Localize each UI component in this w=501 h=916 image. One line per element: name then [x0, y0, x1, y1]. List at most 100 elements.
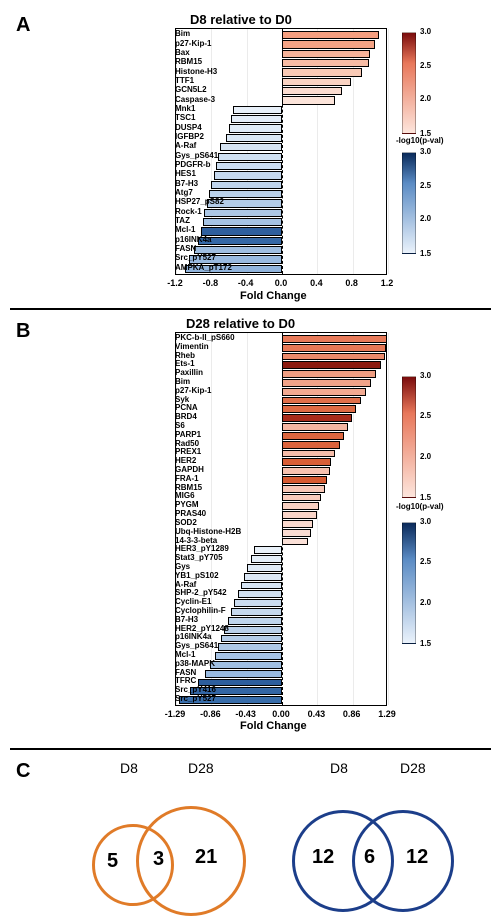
x-tick-label: 1.29 [378, 709, 396, 719]
bar-label: Src_pY527 [175, 694, 179, 703]
x-tick-label: 0.4 [310, 278, 323, 288]
venn-count-only-b: 21 [195, 846, 217, 869]
bar-label: Stat3_pY705 [175, 553, 179, 562]
bar [282, 511, 317, 519]
bar [218, 153, 282, 161]
bar-label: Mnk1 [175, 104, 179, 113]
panel-a-chart: D8 relative to D0 Fold Change -log10(p-v… [70, 14, 450, 299]
bar-label: 14-3-3-beta [175, 536, 179, 545]
bar [282, 494, 321, 502]
bar-label: p27-Kip-1 [175, 386, 179, 395]
panel-b-label: B [16, 320, 30, 343]
bar-label: RBM15 [175, 483, 179, 492]
bar [282, 414, 352, 422]
bar-label: Cyclophilin-F [175, 606, 179, 615]
bar-label: Gys_pS641 [175, 151, 179, 160]
bar [254, 546, 282, 554]
panel-c-label: C [16, 760, 30, 783]
colorbar-tick: 3.0 [420, 27, 431, 36]
bar [231, 115, 282, 123]
bar-label: FASN [175, 668, 179, 677]
x-tick-label: -0.8 [203, 278, 219, 288]
bar-label: Caspase-3 [175, 95, 179, 104]
bar-label: p16INK4a [175, 235, 179, 244]
bar [282, 405, 356, 413]
bar-label: PRAS40 [175, 509, 179, 518]
colorbar-tick: 3.0 [420, 371, 431, 380]
bar [282, 68, 362, 76]
bar [214, 171, 282, 179]
x-tick-label: -0.43 [235, 709, 256, 719]
panel-b-chart: D28 relative to D0 Fold Change -log10(p-… [70, 316, 450, 738]
bar [282, 476, 327, 484]
bar-label: FASN [175, 244, 179, 253]
bar-label: PYGM [175, 500, 179, 509]
bar-label: Rheb [175, 351, 179, 360]
venn-count-only-a: 12 [312, 846, 334, 869]
bar-label: Cyclin-E1 [175, 597, 179, 606]
bar [221, 635, 282, 643]
separator-ab [10, 308, 491, 310]
bar-label: Vimentin [175, 342, 179, 351]
x-tick-label: 0.86 [343, 709, 361, 719]
bar-label: Histone-H3 [175, 67, 179, 76]
bar-label: PREX1 [175, 447, 179, 456]
x-tick-label: -1.29 [165, 709, 186, 719]
bar-label: TSC1 [175, 113, 179, 122]
bar-label: AMPKA_pT172 [175, 263, 179, 272]
bar-label: Bim [175, 29, 179, 38]
bar-label: YB1_pS102 [175, 571, 179, 580]
x-tick-label: 1.2 [381, 278, 394, 288]
bar [228, 617, 282, 625]
bar-label: A-Raf [175, 141, 179, 150]
grid-line [388, 333, 389, 705]
panel-b-cb-label: -log10(p-val) [396, 502, 444, 511]
venn-count-inter: 6 [364, 846, 375, 869]
bar-label: SHP-2_pY542 [175, 588, 179, 597]
bar-label: Ets-1 [175, 359, 179, 368]
bar-label: TAZ [175, 216, 179, 225]
bar-label: TFRC [175, 676, 179, 685]
bar-label: Rock-1 [175, 207, 179, 216]
bar-label: GCN5L2 [175, 85, 179, 94]
bar [282, 520, 313, 528]
colorbar-tick: 3.0 [420, 147, 431, 156]
colorbar-tick: 2.5 [420, 557, 431, 566]
bar-label: Syk [175, 395, 179, 404]
bar [211, 181, 282, 189]
panel-a-xlabel: Fold Change [240, 290, 307, 302]
x-tick-label: -1.2 [167, 278, 183, 288]
colorbar-tick: 2.0 [420, 94, 431, 103]
bar [282, 458, 331, 466]
x-tick-label: 0.0 [275, 278, 288, 288]
bar [215, 652, 282, 660]
bar [282, 87, 342, 95]
bar-label: PCNA [175, 403, 179, 412]
bar-label: BRD4 [175, 412, 179, 421]
bar-label: S6 [175, 421, 179, 430]
bar-label: Src_pY527 [175, 253, 179, 262]
bar-label: B7-H3 [175, 615, 179, 624]
bar [247, 564, 282, 572]
colorbar-tick: 1.5 [420, 639, 431, 648]
bar-label: MIG6 [175, 491, 179, 500]
bar [282, 344, 386, 352]
x-tick-label: 0.00 [272, 709, 290, 719]
bar-label: HSP27_pS82 [175, 197, 179, 206]
bar [203, 218, 283, 226]
bar [282, 538, 308, 546]
bar [216, 162, 282, 170]
colorbar-tick: 2.5 [420, 61, 431, 70]
bar [224, 626, 282, 634]
bar-label: Src_pY416 [175, 685, 179, 694]
bar [282, 31, 379, 39]
bar-label: Bax [175, 48, 179, 57]
colorbar-tick: 2.0 [420, 214, 431, 223]
colorbar-tick: 1.5 [420, 129, 431, 138]
bar-label: B7-H3 [175, 179, 179, 188]
panel-b-colorbar-neg [402, 522, 416, 644]
venn-right: D8D2812612 [280, 760, 480, 910]
bar [234, 599, 282, 607]
bar [282, 78, 351, 86]
panel-b-title: D28 relative to D0 [186, 316, 295, 331]
